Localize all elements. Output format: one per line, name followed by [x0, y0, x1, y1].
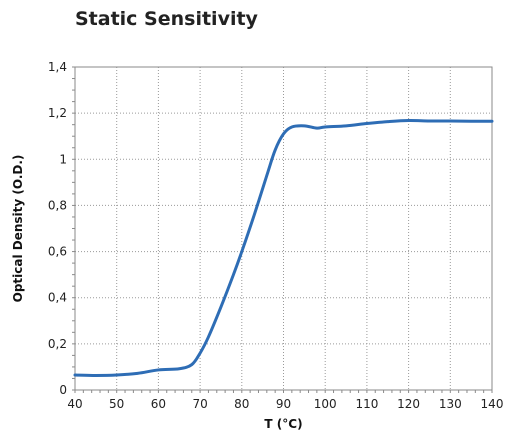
- y-tick-label: 0,4: [48, 291, 67, 305]
- y-tick-label: 1,4: [48, 60, 67, 74]
- x-tick-label: 130: [439, 397, 462, 411]
- y-tick-label: 1: [59, 152, 67, 166]
- x-tick-label: 70: [192, 397, 207, 411]
- x-axis-label: T (°C): [264, 417, 302, 431]
- x-tick-label: 140: [481, 397, 504, 411]
- x-tick-label: 60: [151, 397, 166, 411]
- x-tick-label: 80: [234, 397, 249, 411]
- y-tick-label: 0,2: [48, 337, 67, 351]
- y-tick-label: 0: [59, 383, 67, 397]
- x-tick-label: 100: [314, 397, 337, 411]
- x-tick-label: 40: [67, 397, 82, 411]
- x-tick-label: 90: [276, 397, 291, 411]
- y-tick-label: 0,8: [48, 198, 67, 212]
- x-tick-labels: 40 50 60 70 80 90 100 110 120 130 140: [67, 397, 503, 411]
- x-tick-label: 120: [397, 397, 420, 411]
- chart-title: Static Sensitivity: [75, 8, 258, 30]
- x-tick-label: 50: [109, 397, 124, 411]
- y-tick-label: 1,2: [48, 106, 67, 120]
- series-line: [73, 119, 494, 377]
- y-axis-label: Optical Density (O.D.): [11, 155, 25, 303]
- y-tick-labels: 0 0,2 0,4 0,6 0,8 1 1,2 1,4: [48, 60, 67, 397]
- grid-lines: [74, 66, 493, 391]
- x-tick-label: 110: [355, 397, 378, 411]
- y-tick-label: 0,6: [48, 245, 67, 259]
- series-group: [73, 119, 494, 377]
- minor-ticks: [72, 66, 493, 393]
